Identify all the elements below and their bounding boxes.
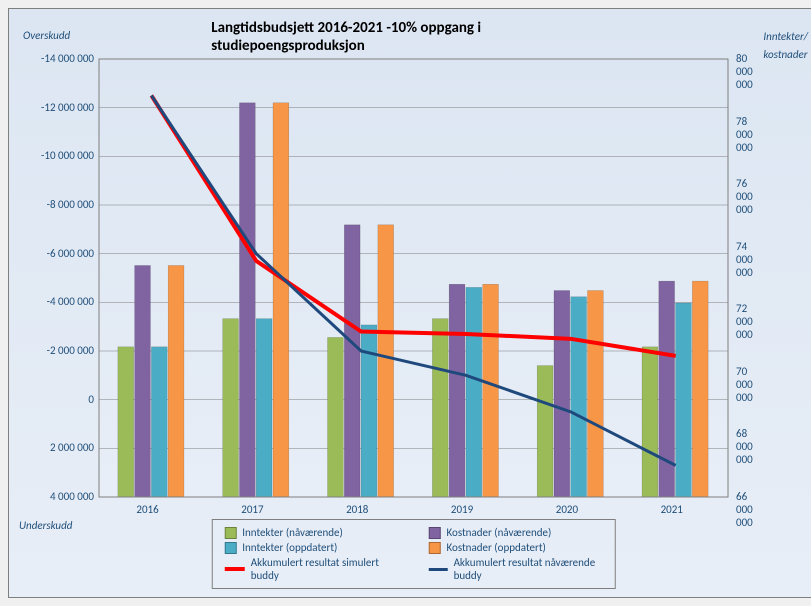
bar (537, 366, 553, 497)
bar (588, 291, 604, 497)
bar (692, 281, 708, 497)
bar (571, 297, 587, 497)
legend-swatch (224, 527, 236, 539)
legend-swatch (224, 542, 236, 554)
bar (676, 303, 692, 497)
y-left-tick-label: -14 000 000 (14, 52, 94, 65)
bar (554, 291, 570, 497)
bar (239, 103, 255, 497)
legend-swatch (429, 527, 441, 539)
legend-item: Inntekter (oppdatert) (224, 541, 398, 554)
y-right-tick-label: 74 000 000 (736, 240, 753, 279)
axis-label-left-top: Overskudd (23, 29, 70, 42)
x-tick-label: 2020 (556, 503, 578, 516)
bar (151, 347, 167, 497)
y-left-tick-label: -2 000 000 (14, 344, 94, 357)
bar (168, 265, 184, 497)
bar (344, 225, 360, 497)
y-right-tick-label: 80 000 000 (736, 52, 753, 91)
y-left-tick-label: 0 (14, 393, 94, 406)
bar (273, 103, 289, 497)
y-right-tick-label: 78 000 000 (736, 115, 753, 154)
axis-label-right: Inntekter/kostnader (763, 27, 808, 62)
x-tick-label: 2018 (346, 503, 368, 516)
bar (223, 319, 239, 497)
x-tick-label: 2016 (136, 503, 158, 516)
y-left-tick-label: -6 000 000 (14, 247, 94, 260)
y-left-tick-label: 4 000 000 (14, 490, 94, 503)
bar (256, 319, 272, 497)
chart-title: Langtidsbudsjett 2016-2021 -10% oppgang … (211, 19, 616, 55)
y-right-tick-label: 68 000 000 (736, 427, 753, 466)
y-left-tick-label: -12 000 000 (14, 101, 94, 114)
bar (378, 225, 394, 497)
legend-item: Kostnader (oppdatert) (429, 541, 603, 554)
legend-item: Akkumulert resultat simulert buddy (224, 556, 398, 582)
legend-item: Akkumulert resultat nåværende buddy (429, 556, 603, 582)
x-tick-label: 2021 (661, 503, 683, 516)
legend: Inntekter (nåværende) Kostnader (nåværend… (211, 519, 616, 589)
plot-area: -14 000 000-12 000 000-10 000 000-8 000 … (99, 59, 728, 497)
x-tick-label: 2017 (241, 503, 263, 516)
bar (483, 284, 499, 497)
legend-item: Inntekter (nåværende) (224, 526, 398, 539)
bar (328, 337, 344, 497)
bar (118, 347, 134, 497)
legend-label: Inntekter (oppdatert) (242, 541, 337, 554)
bar (432, 319, 448, 497)
y-right-tick-label: 70 000 000 (736, 365, 753, 404)
legend-label: Kostnader (oppdatert) (447, 541, 546, 554)
legend-line-swatch (429, 568, 448, 571)
legend-label: Kostnader (nåværende) (447, 526, 552, 539)
y-left-tick-label: -10 000 000 (14, 149, 94, 162)
axis-label-left-bottom: Underskudd (19, 519, 72, 532)
y-left-tick-label: 2 000 000 (14, 441, 94, 454)
x-tick-label: 2019 (451, 503, 473, 516)
legend-label: Inntekter (nåværende) (242, 526, 343, 539)
y-left-tick-label: -4 000 000 (14, 295, 94, 308)
bar (135, 265, 151, 497)
y-right-tick-label: 66 000 000 (736, 490, 753, 529)
bar (449, 284, 465, 497)
y-right-tick-label: 72 000 000 (736, 302, 753, 341)
legend-line-swatch (224, 567, 244, 571)
y-left-tick-label: -8 000 000 (14, 198, 94, 211)
chart-container: Langtidsbudsjett 2016-2021 -10% oppgang … (8, 8, 811, 598)
legend-label: Akkumulert resultat simulert buddy (251, 556, 399, 582)
legend-item: Kostnader (nåværende) (429, 526, 603, 539)
bar (642, 347, 658, 497)
bar (466, 287, 482, 497)
y-right-tick-label: 76 000 000 (736, 177, 753, 216)
legend-swatch (429, 542, 441, 554)
legend-label: Akkumulert resultat nåværende buddy (454, 556, 603, 582)
